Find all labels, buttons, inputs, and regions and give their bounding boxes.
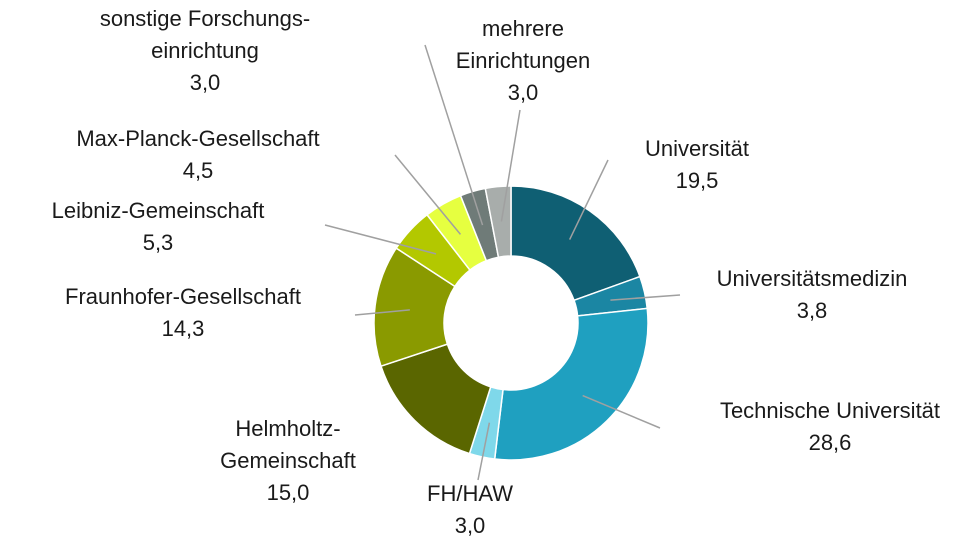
category-label: FH/HAW	[427, 481, 513, 506]
category-label: sonstige Forschungs-einrichtung	[100, 6, 310, 63]
leader-line	[500, 109, 521, 222]
value-label: 3,8	[797, 298, 828, 323]
leader-line	[582, 394, 661, 429]
value-label: 3,0	[190, 70, 221, 95]
donut-segment	[493, 307, 649, 461]
value-label: 28,6	[809, 430, 852, 455]
leader-line	[568, 159, 609, 240]
category-label: mehrere Einrichtungen	[456, 16, 591, 73]
category-label: Universitätsmedizin	[717, 266, 908, 291]
value-label: 3,0	[508, 80, 539, 105]
leader-line	[610, 294, 681, 301]
value-label: 4,5	[183, 158, 214, 183]
leader-line	[354, 309, 410, 316]
value-label: 5,3	[143, 230, 174, 255]
value-label: 3,0	[455, 513, 486, 538]
donut-segment	[510, 185, 641, 302]
category-label: Fraunhofer-Gesellschaft	[65, 284, 301, 309]
leader-line	[394, 154, 462, 235]
category-label: Leibniz-Gemeinschaft	[52, 198, 265, 223]
leader-line	[424, 44, 484, 226]
category-label: Max-Planck-Gesellschaft	[76, 126, 319, 151]
leader-line	[477, 422, 491, 481]
value-label: 19,5	[676, 168, 719, 193]
value-label: 15,0	[267, 480, 310, 505]
value-label: 14,3	[162, 316, 205, 341]
leader-line	[324, 224, 437, 255]
category-label: Helmholtz-Gemeinschaft	[220, 416, 356, 473]
category-label: Technische Universität	[720, 398, 940, 423]
category-label: Universität	[645, 136, 749, 161]
